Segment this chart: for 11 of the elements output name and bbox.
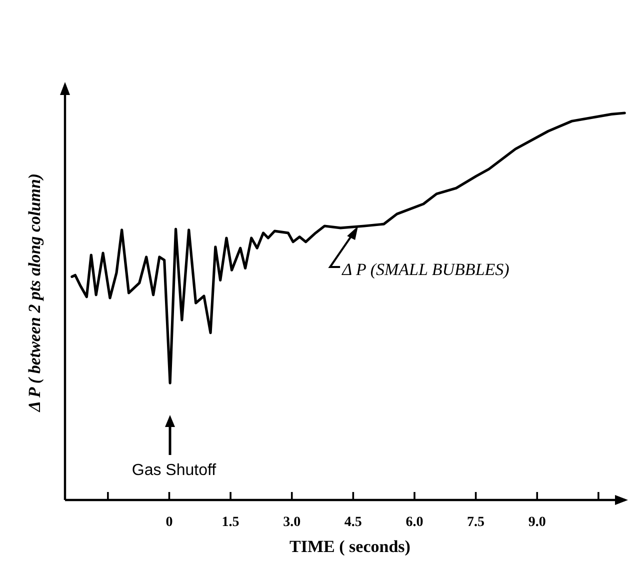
x-axis-title: TIME ( seconds): [290, 537, 410, 556]
x-tick-label: 9.0: [528, 515, 546, 530]
y-axis-title: Δ P ( between 2 pts along column): [25, 173, 44, 413]
x-tick-label: 1.5: [222, 515, 240, 530]
annotation: Gas Shutoff: [132, 462, 217, 479]
x-tick-label: 3.0: [283, 515, 301, 530]
annotation: Δ P (SMALL BUBBLES): [341, 260, 510, 280]
x-tick-label: 4.5: [344, 515, 362, 530]
x-tick-label: 0: [166, 515, 173, 530]
x-tick-label: 7.5: [467, 515, 485, 530]
x-tick-label: 6.0: [406, 515, 424, 530]
